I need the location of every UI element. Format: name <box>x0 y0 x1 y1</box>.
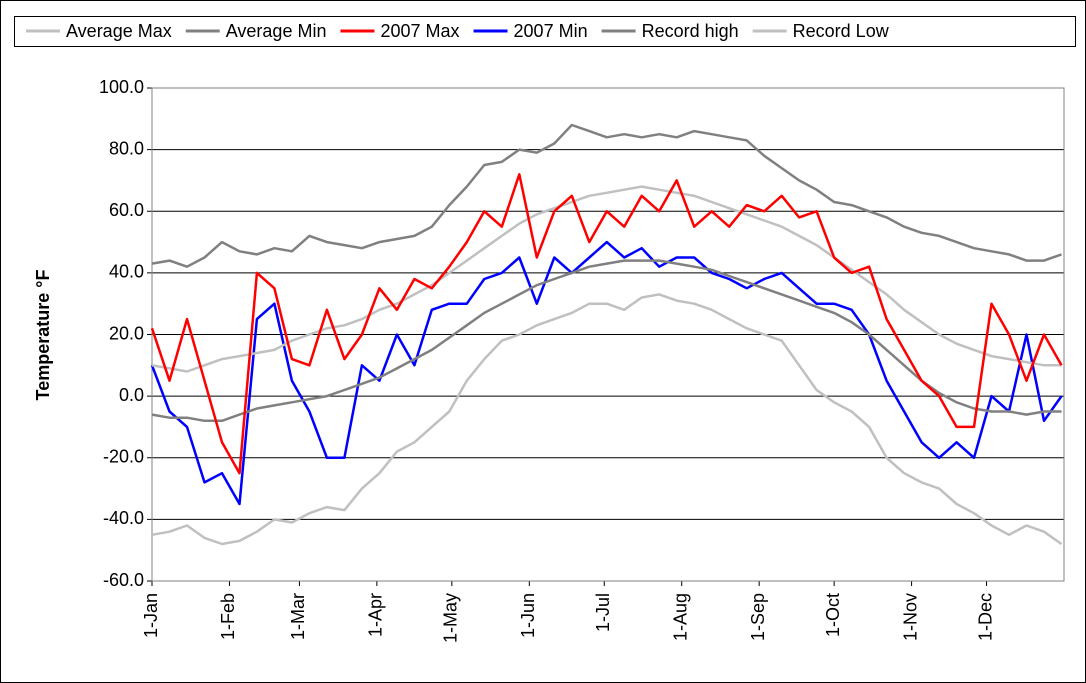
y-tick-label: 100.0 <box>99 77 144 97</box>
legend-label: Record Low <box>793 21 890 41</box>
x-tick-label: 1-Dec <box>975 593 995 641</box>
legend-label: 2007 Max <box>380 21 459 41</box>
y-tick-label: 20.0 <box>109 323 144 343</box>
y-tick-label: -60.0 <box>103 570 144 590</box>
x-tick-label: 1-Aug <box>670 593 690 641</box>
y-tick-label: 60.0 <box>109 200 144 220</box>
x-tick-label: 1-Mar <box>288 593 308 640</box>
x-tick-label: 1-Apr <box>366 593 386 637</box>
x-tick-label: 1-Jan <box>141 593 161 638</box>
y-tick-label: 80.0 <box>109 138 144 158</box>
series-line <box>151 123 1062 268</box>
x-tick-label: 1-Nov <box>900 593 920 641</box>
x-tick-label: 1-Jun <box>518 593 538 638</box>
x-tick-label: 1-Jul <box>593 593 613 632</box>
y-tick-label: -40.0 <box>103 508 144 528</box>
legend-label: Average Max <box>66 21 172 41</box>
series-line <box>151 293 1063 546</box>
legend-label: 2007 Min <box>514 21 588 41</box>
plot-area <box>151 87 1065 582</box>
x-tick-label: 1-Feb <box>218 593 238 640</box>
series-line <box>151 259 1062 423</box>
x-tick-label: 1-Sep <box>748 593 768 641</box>
y-tick-label: -20.0 <box>103 447 144 467</box>
series-line <box>151 185 1062 373</box>
y-tick-label: 0.0 <box>119 385 144 405</box>
series-line <box>150 173 1063 475</box>
y-axis-label: Temperature °F <box>33 270 53 401</box>
x-tick-label: 1-May <box>441 593 461 643</box>
y-tick-label: 40.0 <box>109 262 144 282</box>
legend-label: Record high <box>642 21 739 41</box>
x-tick-label: 1-Oct <box>823 593 843 637</box>
legend-label: Average Min <box>226 21 327 41</box>
